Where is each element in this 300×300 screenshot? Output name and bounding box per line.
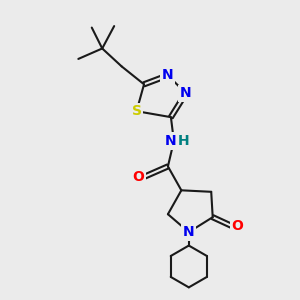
Text: N: N <box>180 86 192 100</box>
Text: S: S <box>132 104 142 118</box>
Text: N: N <box>162 68 174 82</box>
Text: O: O <box>133 170 145 184</box>
Text: H: H <box>178 134 189 148</box>
Text: O: O <box>232 219 243 233</box>
Text: N: N <box>183 225 195 239</box>
Text: N: N <box>165 134 177 148</box>
